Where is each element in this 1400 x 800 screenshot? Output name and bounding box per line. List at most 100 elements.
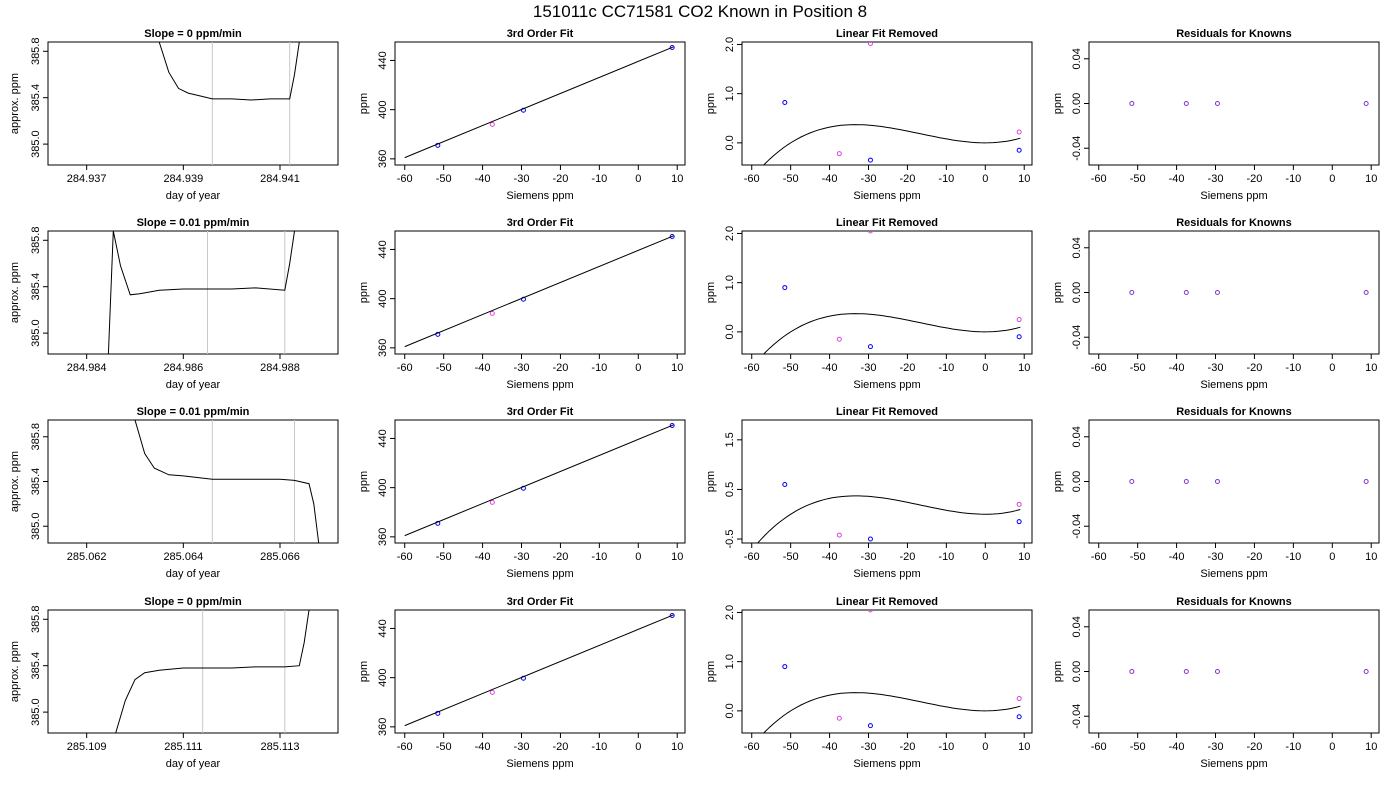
y-tick-label: 0.04 [1071,616,1083,637]
x-tick-label: 0 [1329,173,1335,185]
x-tick-label: -60 [744,173,760,185]
x-tick-label: -30 [1208,741,1224,753]
x-tick-label: -40 [822,173,838,185]
y-tick-label: 385.8 [30,423,42,451]
x-tick-label: -10 [1285,362,1301,374]
unknown-point [1016,696,1022,702]
x-tick-label: -20 [1246,362,1262,374]
x-tick-label: 10 [1365,173,1377,185]
x-axis-label: Siemens ppm [506,379,573,391]
x-tick-label: -30 [861,741,877,753]
knowns-point [782,664,788,670]
plot-title: 3rd Order Fit [507,406,574,418]
unknown-point [489,310,495,316]
y-tick-label: 400 [377,100,389,118]
unknown-point [836,336,842,342]
x-tick-label: 285.062 [67,551,107,563]
y-tick-label: 440 [377,51,389,69]
x-tick-label: 285.064 [163,551,203,563]
residuals-point [1183,101,1189,106]
plot-frame [741,41,1033,166]
residuals-point [1363,479,1369,484]
y-tick-label: -0.04 [1071,136,1083,161]
y-tick-label: 360 [377,339,389,357]
x-tick-label: -10 [938,741,954,753]
x-tick-label: 10 [1365,741,1377,753]
x-tick-label: -30 [861,173,877,185]
residuals-point [1363,669,1369,674]
x-tick-label: -30 [861,551,877,563]
x-tick-label: -20 [899,741,915,753]
fit-curve [756,495,1021,543]
y-tick-label: 0.04 [1071,48,1083,69]
fit-curve [763,692,1021,733]
y-tick-label: 400 [377,478,389,496]
x-tick-label: 10 [671,173,683,185]
x-tick-label: -40 [1169,173,1185,185]
y-tick-label: 400 [377,668,389,686]
x-tick-label: 0 [635,173,641,185]
y-tick-label: 0.00 [1071,93,1083,114]
x-tick-label: -60 [744,362,760,374]
plot-title: 3rd Order Fit [507,596,574,608]
x-tick-label: 0 [1329,362,1335,374]
x-tick-label: -20 [552,362,568,374]
x-tick-label: -10 [1285,173,1301,185]
plot-frame [394,41,686,166]
x-tick-label: -40 [1169,741,1185,753]
y-tick-label: 385.8 [30,227,42,255]
y-tick-label: 0.00 [1071,282,1083,303]
y-axis-label: ppm [1052,661,1064,682]
concentration-trace [158,42,300,101]
x-tick-label: -60 [1091,362,1107,374]
y-tick-label: 0.04 [1071,237,1083,258]
x-tick-label: -10 [591,741,607,753]
x-tick-label: -40 [822,362,838,374]
concentration-trace [115,610,310,733]
x-tick-label: -60 [744,741,760,753]
x-tick-label: -20 [1246,173,1262,185]
y-axis-label: approx. ppm [9,641,21,702]
x-tick-label: -40 [822,551,838,563]
plot-title: Residuals for Knowns [1176,28,1292,40]
plot-frame [394,609,686,734]
x-tick-label: -10 [591,362,607,374]
y-tick-label: 385.8 [30,606,42,634]
unknown-point [836,532,842,538]
x-tick-label: 0 [635,741,641,753]
residuals-point [1129,101,1135,106]
x-axis-label: Siemens ppm [1200,758,1267,770]
x-tick-label: -50 [783,551,799,563]
fit-line [404,235,674,348]
plot-title: Residuals for Knowns [1176,596,1292,608]
fit-line [404,424,674,537]
concentration-trace [134,420,320,543]
x-tick-label: -10 [1285,551,1301,563]
y-tick-label: 440 [377,619,389,637]
x-tick-label: -60 [397,173,413,185]
y-axis-label: ppm [1052,471,1064,492]
x-tick-label: 0 [1329,741,1335,753]
knowns-point [782,285,788,291]
x-tick-label: -40 [475,362,491,374]
knowns-point [1016,147,1022,153]
y-tick-label: 0.0 [724,324,736,339]
x-tick-label: -60 [1091,173,1107,185]
x-axis-label: day of year [166,379,221,391]
y-tick-label: 360 [377,150,389,168]
residuals-point [1214,669,1220,674]
plot-title: Linear Fit Removed [836,406,938,418]
x-tick-label: -30 [1208,551,1224,563]
y-tick-label: 0.0 [724,703,736,718]
plot-frame [1088,609,1380,734]
x-tick-label: -20 [552,173,568,185]
y-tick-label: 440 [377,240,389,258]
y-tick-label: 2.0 [724,226,736,241]
knowns-point [867,157,873,163]
x-tick-label: -10 [938,173,954,185]
unknown-point [489,499,495,505]
x-tick-label: -20 [899,551,915,563]
x-axis-label: day of year [166,568,221,580]
residuals-point [1183,479,1189,484]
x-tick-label: 285.113 [261,741,300,753]
